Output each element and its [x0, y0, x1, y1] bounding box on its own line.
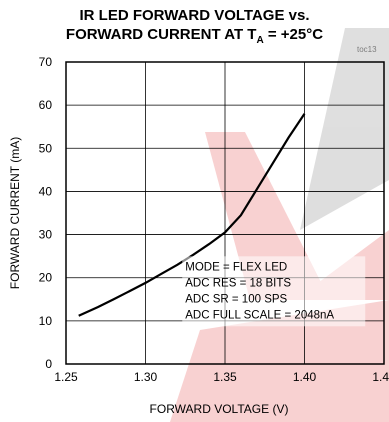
watermark-gray-shape [300, 28, 389, 230]
y-tick-label: 0 [45, 357, 52, 371]
x-tick-label: 1.40 [293, 370, 317, 384]
y-tick-label: 60 [39, 98, 53, 112]
chart-title: IR LED FORWARD VOLTAGE vs. FORWARD CURRE… [0, 8, 389, 46]
series-line [78, 113, 306, 317]
chart-title-line-2: FORWARD CURRENT AT TA = +25°C [0, 27, 389, 46]
chart-title-line-2-suffix: = +25°C [263, 26, 324, 43]
x-axis-label: FORWARD VOLTAGE (V) [150, 402, 289, 416]
y-axis-label: FORWARD CURRENT (mA) [8, 137, 22, 289]
chart-title-line-1: IR LED FORWARD VOLTAGE vs. [79, 7, 310, 24]
x-tick-label: 1.35 [213, 370, 237, 384]
annotation-background [182, 256, 366, 327]
x-tick-label: 1.25 [54, 370, 78, 384]
y-tick-label: 40 [39, 184, 53, 198]
annotation-line: ADC SR = 100 SPS [185, 293, 287, 305]
x-tick-label: 1.30 [134, 370, 158, 384]
y-tick-label: 10 [39, 314, 53, 328]
annotation-line: ADC RES = 18 BITS [185, 277, 291, 289]
y-tick-label: 20 [39, 271, 53, 285]
y-tick-label: 70 [39, 55, 53, 69]
chart-title-subscript: A [256, 35, 264, 46]
y-tick-label: 30 [39, 228, 53, 242]
x-tick-label: 1.45 [372, 370, 389, 384]
plot-frame [65, 61, 385, 365]
axis-ticks: 1.25 1.30 1.35 1.40 1.45 0 10 20 30 40 50 60 70 [39, 55, 389, 384]
annotation-line: MODE = FLEX LED [185, 261, 287, 273]
chart-title-line-2-prefix: FORWARD CURRENT AT T [65, 26, 257, 43]
y-tick-label: 50 [39, 141, 53, 155]
annotation-box: MODE = FLEX LED ADC RES = 18 BITS ADC SR =… [182, 256, 366, 327]
annotation-line: ADC FULL SCALE = 2048nA [185, 309, 334, 321]
watermark-logo [170, 28, 389, 422]
